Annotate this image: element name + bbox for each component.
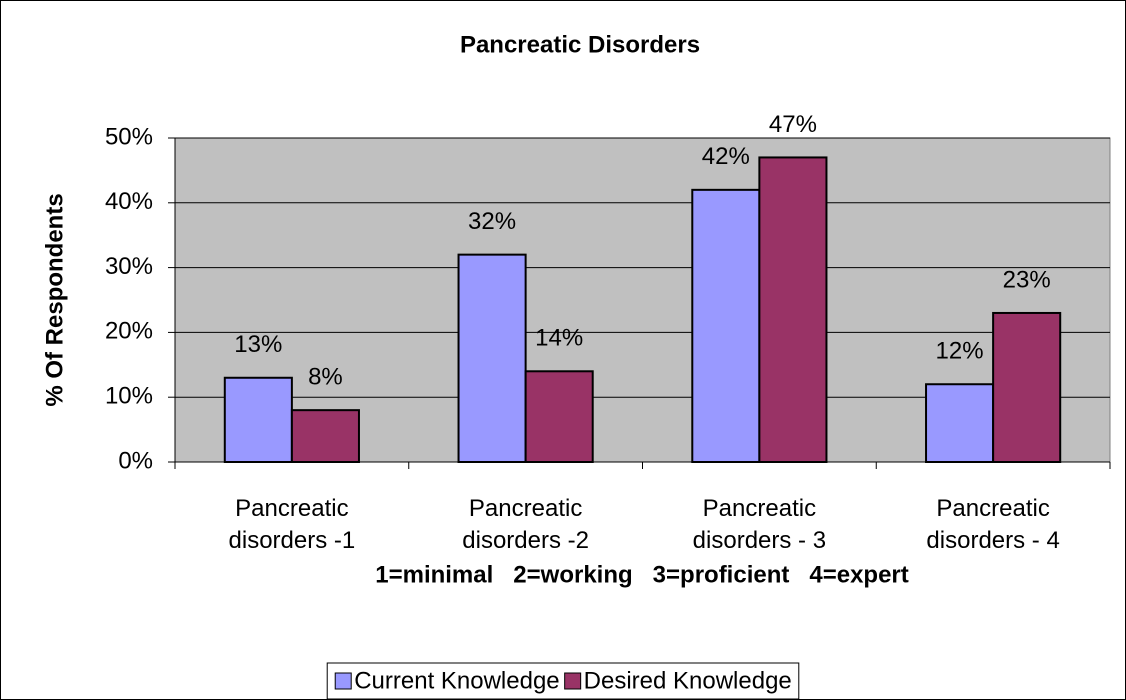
data-label: 13% xyxy=(234,331,282,358)
x-tick-label: Pancreatic disorders - 4 xyxy=(926,495,1059,554)
legend-box xyxy=(326,662,800,700)
data-label: 32% xyxy=(468,208,516,235)
legend-swatch xyxy=(334,672,352,690)
x-tick-label: Pancreatic disorders - 3 xyxy=(693,495,826,554)
y-tick-label: 50% xyxy=(105,123,153,150)
y-tick-label: 20% xyxy=(105,318,153,345)
y-tick-label: 0% xyxy=(118,447,153,474)
y-tick-label: 10% xyxy=(105,383,153,410)
data-label: 12% xyxy=(936,338,984,365)
x-tick-label: Pancreatic disorders -1 xyxy=(229,495,356,554)
bar xyxy=(925,383,995,463)
data-label: 42% xyxy=(702,143,750,170)
legend-swatch xyxy=(564,672,582,690)
data-label: 23% xyxy=(1003,266,1051,293)
legend: Current Knowledge Desired Knowledge xyxy=(326,662,800,700)
bar xyxy=(524,370,594,463)
bar xyxy=(992,311,1062,463)
y-tick-label: 30% xyxy=(105,253,153,280)
bar xyxy=(691,188,761,463)
y-tick-label: 40% xyxy=(105,188,153,215)
data-label: 8% xyxy=(308,364,343,391)
chart-title: Pancreatic Disorders xyxy=(460,31,700,58)
x-tick-label: Pancreatic disorders -2 xyxy=(462,495,589,554)
legend-label: Current Knowledge xyxy=(354,667,559,694)
bar xyxy=(290,409,360,464)
data-label: 14% xyxy=(535,325,583,352)
y-axis-title: % Of Respondents xyxy=(41,193,68,406)
data-label: 47% xyxy=(769,111,817,138)
bar xyxy=(758,156,828,463)
bar xyxy=(223,376,293,464)
x-axis-title: 1=minimal 2=working 3=proficient 4=exper… xyxy=(375,561,909,588)
legend-label: Desired Knowledge xyxy=(584,667,792,694)
bar xyxy=(457,253,527,463)
